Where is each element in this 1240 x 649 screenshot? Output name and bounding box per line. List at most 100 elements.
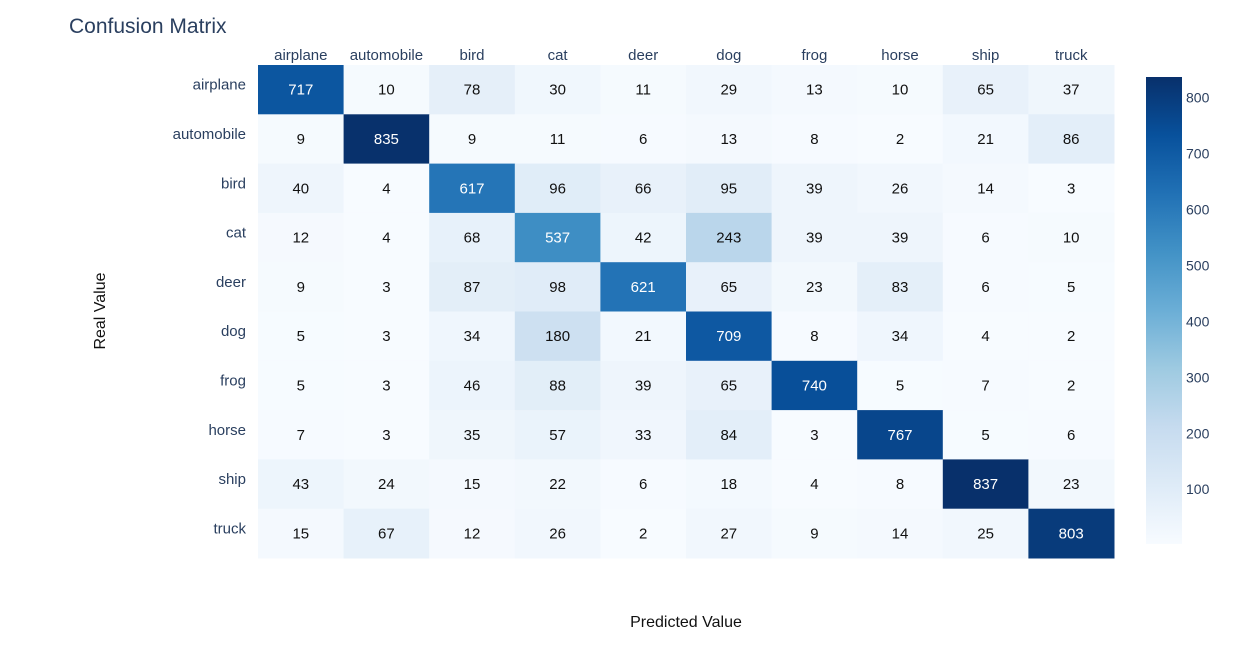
heatmap-cell <box>942 212 1029 263</box>
colorbar <box>1146 77 1182 544</box>
heatmap-cell <box>1028 311 1115 362</box>
heatmap-cell <box>600 212 687 263</box>
cell-value-label: 6 <box>1067 427 1075 444</box>
heatmap-cell <box>771 114 858 165</box>
cell-value-label: 23 <box>806 279 823 296</box>
heatmap-cell <box>514 459 601 510</box>
x-tick-label: truck <box>1055 47 1088 64</box>
cell-value-label: 243 <box>716 230 741 247</box>
x-tick-label: deer <box>628 47 658 64</box>
x-tick-label: frog <box>801 47 827 64</box>
x-axis-ticks: airplane automobile bird cat deer dog frog hors… <box>274 47 1088 64</box>
cell-value-label: 837 <box>973 476 998 493</box>
cell-value-label: 12 <box>292 230 309 247</box>
cell-value-label: 6 <box>981 279 989 296</box>
heatmap-cell <box>514 410 601 460</box>
cell-value-label: 10 <box>378 82 395 99</box>
cell-value-label: 26 <box>892 180 909 197</box>
cell-value-label: 5 <box>896 377 904 394</box>
heatmap-cell <box>258 360 345 411</box>
cell-value-label: 2 <box>1067 377 1075 394</box>
heatmap-cell <box>771 163 858 214</box>
heatmap-cell <box>1028 114 1115 165</box>
heatmap-cell <box>942 508 1029 559</box>
cell-value-label: 30 <box>549 82 566 99</box>
y-tick-label: cat <box>226 225 247 242</box>
x-tick-label: automobile <box>350 47 423 64</box>
heatmap-cell <box>600 508 687 559</box>
heatmap-cell <box>942 163 1029 214</box>
cell-value-label: 39 <box>806 180 823 197</box>
heatmap-cell <box>343 360 430 411</box>
cell-value-label: 13 <box>720 131 737 148</box>
heatmap-cell <box>258 65 345 115</box>
cell-value-label: 537 <box>545 230 570 247</box>
cell-value-label: 709 <box>716 328 741 345</box>
y-tick-label: automobile <box>173 126 246 143</box>
heatmap-cell <box>258 459 345 510</box>
heatmap-cell <box>258 114 345 165</box>
heatmap-cell <box>771 262 858 312</box>
heatmap-cell <box>343 65 430 115</box>
cell-value-label: 9 <box>297 131 305 148</box>
heatmap-cell <box>429 360 516 411</box>
heatmap-cell <box>600 360 687 411</box>
cell-value-label: 68 <box>464 230 481 247</box>
cell-value-label: 27 <box>720 525 737 542</box>
heatmap-cell <box>258 311 345 362</box>
cell-value-label: 3 <box>382 328 390 345</box>
cell-value-label: 12 <box>464 525 481 542</box>
heatmap-cell <box>686 114 773 165</box>
heatmap-cell <box>686 163 773 214</box>
heatmap-cell <box>857 459 944 510</box>
heatmap-cell <box>343 163 430 214</box>
heatmap-cell <box>857 360 944 411</box>
cell-value-label: 66 <box>635 180 652 197</box>
heatmap-cell <box>686 508 773 559</box>
heatmap-cell <box>771 65 858 115</box>
cell-value-label: 98 <box>549 279 566 296</box>
cell-value-label: 9 <box>297 279 305 296</box>
cell-value-label: 24 <box>378 476 395 493</box>
heatmap-cell <box>857 114 944 165</box>
heatmap-cell <box>686 311 773 362</box>
cell-value-label: 5 <box>981 427 989 444</box>
heatmap-cell <box>258 212 345 263</box>
cell-value-label: 37 <box>1063 82 1080 99</box>
cell-value-label: 21 <box>635 328 652 345</box>
heatmap-cell <box>429 262 516 312</box>
heatmap-cell <box>343 212 430 263</box>
cell-value-label: 84 <box>720 427 737 444</box>
heatmap-cell <box>343 114 430 165</box>
heatmap-cell <box>686 360 773 411</box>
cell-value-label: 5 <box>297 377 305 394</box>
heatmap-cell <box>258 262 345 312</box>
cell-value-label: 10 <box>892 82 909 99</box>
heatmap-cell <box>942 410 1029 460</box>
cell-value-label: 39 <box>635 377 652 394</box>
heatmap-cell <box>771 508 858 559</box>
heatmap-cell <box>429 410 516 460</box>
cell-value-label: 717 <box>288 82 313 99</box>
heatmap-cell <box>600 163 687 214</box>
colorbar-tick-label: 200 <box>1186 425 1210 441</box>
cell-value-label: 34 <box>892 328 909 345</box>
heatmap-cell <box>600 311 687 362</box>
cell-value-label: 96 <box>549 180 566 197</box>
cell-value-label: 9 <box>468 131 476 148</box>
heatmap-cell <box>857 262 944 312</box>
heatmap-cell <box>771 459 858 510</box>
heatmap-cell <box>1028 212 1115 263</box>
cell-value-label: 88 <box>549 377 566 394</box>
heatmap-cell <box>857 163 944 214</box>
cell-value-label: 3 <box>810 427 818 444</box>
cell-value-label: 8 <box>810 328 818 345</box>
cell-value-label: 621 <box>631 279 656 296</box>
cell-value-label: 6 <box>639 131 647 148</box>
heatmap-cell <box>857 311 944 362</box>
cell-value-label: 14 <box>977 180 994 197</box>
cell-value-label: 7 <box>981 377 989 394</box>
heatmap-cell <box>857 212 944 263</box>
heatmap-cell <box>942 65 1029 115</box>
